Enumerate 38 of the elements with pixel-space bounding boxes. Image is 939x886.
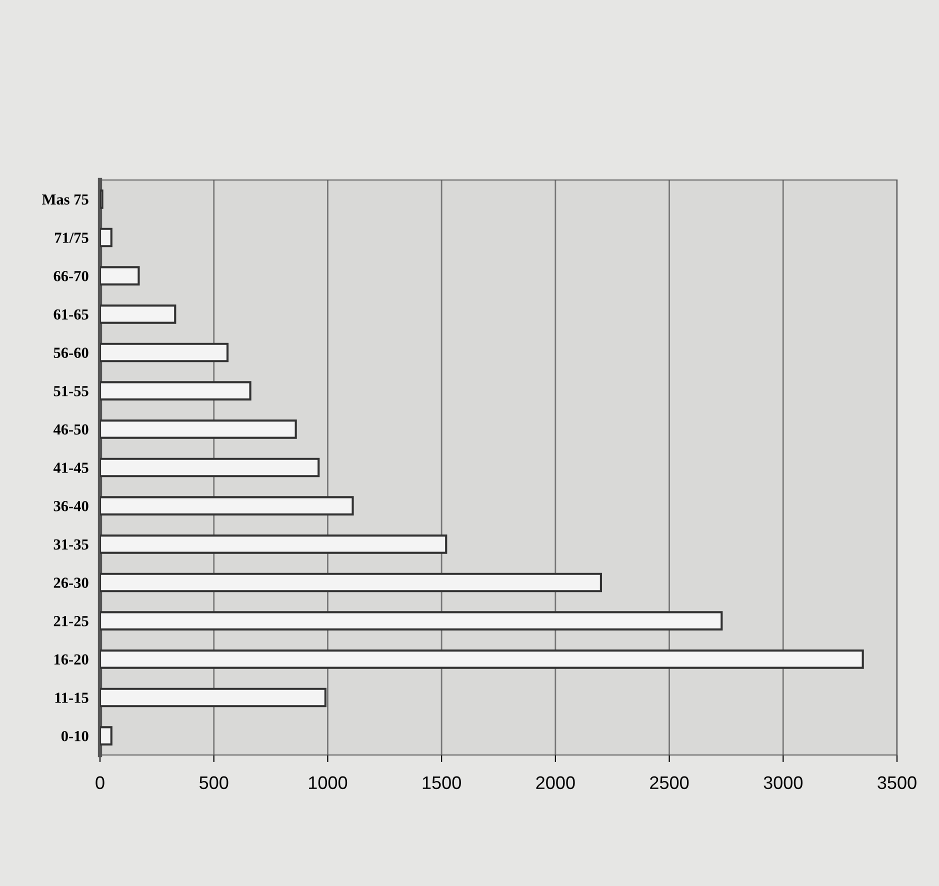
- y-tick-label: 16-20: [54, 654, 88, 665]
- bar: [100, 611, 723, 631]
- bar: [100, 649, 864, 669]
- y-tick-label: 56-60: [54, 348, 88, 358]
- bar: [100, 266, 140, 286]
- x-tick-label: 500: [200, 776, 228, 790]
- y-tick-label: 0-10: [61, 730, 88, 742]
- x-tick-label: 0: [96, 776, 104, 790]
- x-tick-label: 2500: [650, 776, 689, 790]
- y-tick-label: 51-55: [54, 386, 88, 396]
- bar: [100, 496, 354, 516]
- bar: [100, 304, 176, 324]
- bar: [100, 419, 297, 439]
- x-tick-label: 3000: [764, 776, 803, 790]
- bar: [100, 688, 326, 708]
- bar: [100, 228, 112, 248]
- y-tick-label: 11-15: [55, 692, 88, 703]
- y-tick-label: 26-30: [54, 578, 88, 588]
- y-tick-label: 41-45: [53, 462, 88, 473]
- bar: [100, 381, 252, 401]
- y-tick-label: 31-35: [54, 539, 88, 550]
- x-tick-label: 3500: [878, 776, 916, 790]
- y-tick-label: 61-65: [54, 309, 88, 320]
- y-tick-label: 46-50: [53, 424, 88, 435]
- bar: [100, 342, 229, 362]
- y-tick-label: Mas 75: [42, 194, 88, 205]
- y-tick-label: 66-70: [54, 270, 88, 282]
- bar: [100, 534, 448, 554]
- x-tick-label: 1500: [422, 776, 461, 790]
- y-tick-label: 36-40: [54, 500, 88, 512]
- y-tick-label: 21-25: [54, 616, 88, 626]
- bar: [100, 726, 112, 746]
- x-tick-label: 2000: [536, 776, 575, 790]
- x-tick-label: 1000: [309, 776, 348, 790]
- bar: [100, 572, 602, 592]
- y-tick-label: 71/75: [54, 232, 88, 243]
- bar: [100, 189, 104, 209]
- bar: [100, 458, 320, 478]
